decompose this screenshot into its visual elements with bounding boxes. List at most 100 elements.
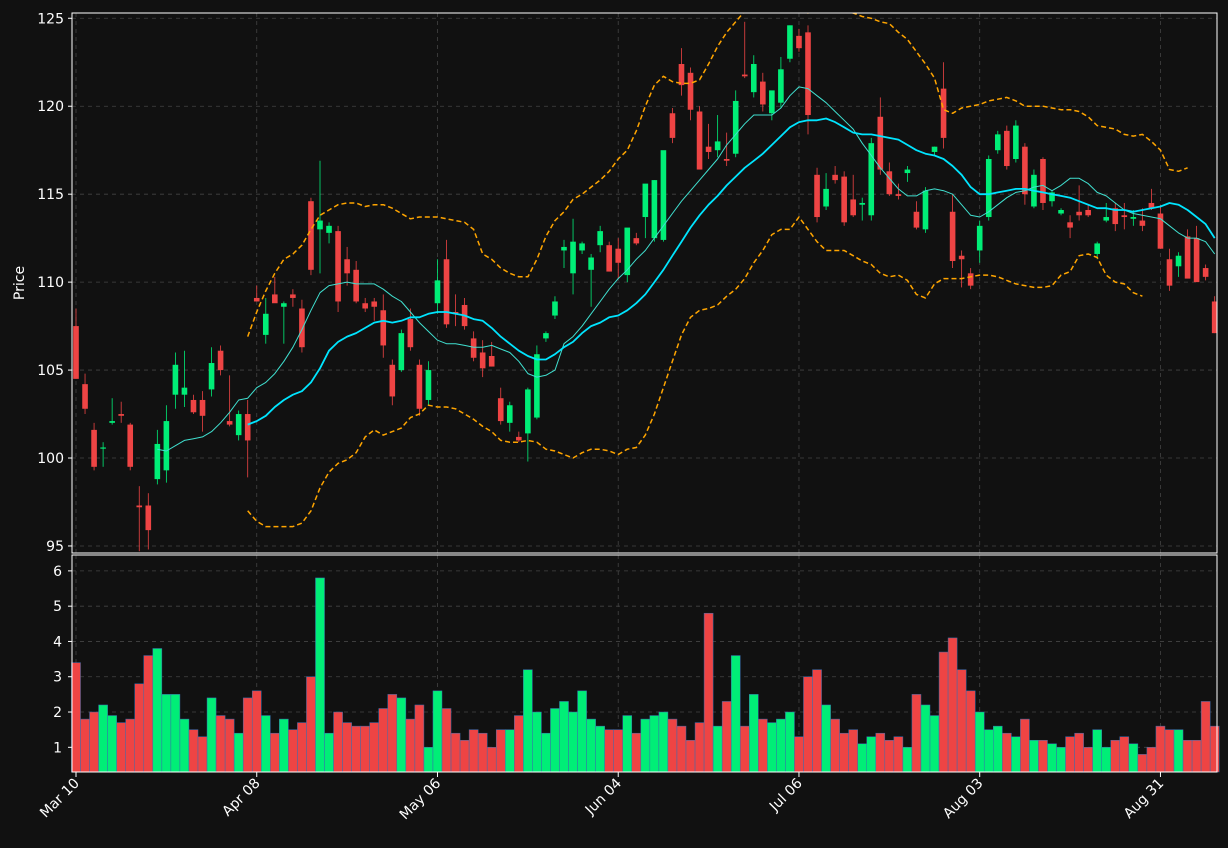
candle-body <box>570 241 576 274</box>
candle-body <box>118 414 124 416</box>
candle-body <box>308 201 314 270</box>
candle-body <box>543 333 549 339</box>
price-tick-label: 95 <box>46 539 64 555</box>
candle-body <box>606 245 612 272</box>
volume-bar <box>450 732 461 773</box>
volume-bar <box>351 725 361 773</box>
volume-tick-label: 4 <box>53 634 62 650</box>
candle-body <box>398 333 405 371</box>
volume-bar <box>884 739 895 773</box>
candle-body <box>579 243 585 251</box>
candle-body <box>479 352 486 369</box>
volume-bar <box>839 732 849 773</box>
volume-tick-label: 2 <box>53 705 62 721</box>
candle-body <box>299 308 305 348</box>
volume-bar <box>821 704 831 773</box>
candle-body <box>913 211 920 228</box>
candle-body <box>136 505 143 508</box>
volume-bar <box>486 747 497 773</box>
volume-bar <box>369 722 379 773</box>
candle-body <box>82 384 88 409</box>
volume-bar <box>514 715 524 773</box>
volume-bar <box>1002 732 1012 773</box>
candle-body <box>1058 210 1064 214</box>
candle-body <box>172 364 179 395</box>
candle-body <box>1004 130 1010 167</box>
volume-panel: 123456Volume106 <box>53 554 1220 773</box>
price-frame <box>71 12 1218 554</box>
volume-bar <box>812 669 822 773</box>
candle-body <box>371 301 378 307</box>
price-tick-label: 100 <box>37 451 64 467</box>
candle-body <box>208 363 215 390</box>
volume-bar <box>1137 754 1148 773</box>
volume-bar <box>270 732 280 773</box>
volume-bar <box>324 732 334 773</box>
volume-bar <box>1128 743 1139 773</box>
candle-body <box>389 364 396 397</box>
candle-body <box>380 310 387 346</box>
candle-body <box>290 294 296 298</box>
volume-bar <box>568 711 578 773</box>
candle-body <box>163 421 170 471</box>
volume-bar <box>1038 739 1048 773</box>
volume-bar <box>179 718 190 773</box>
candle-body <box>552 301 558 316</box>
candle-body <box>741 74 748 77</box>
volume-bar <box>703 612 714 773</box>
candle-body <box>1175 255 1182 267</box>
volume-bar <box>965 690 976 773</box>
volume-bar <box>694 722 705 773</box>
candle-body <box>669 113 676 138</box>
volume-bar <box>306 676 316 773</box>
moving-average-fast-line <box>157 86 1216 452</box>
candle-body <box>1166 259 1173 286</box>
volume-bar <box>721 701 732 773</box>
candle-body <box>723 158 730 161</box>
candle-body <box>109 421 115 423</box>
volume-bar <box>107 715 117 773</box>
candle-body <box>317 220 323 230</box>
candle-body <box>1130 217 1137 219</box>
candle-body <box>272 294 278 304</box>
volume-bar <box>360 725 370 773</box>
candle-body <box>760 81 766 105</box>
volume-bar <box>1083 747 1093 773</box>
candle-body <box>1211 301 1218 334</box>
volume-bar <box>667 718 678 773</box>
candle-body <box>832 174 838 181</box>
volume-bar <box>80 718 90 773</box>
candle-body <box>525 389 531 434</box>
candle-body <box>940 88 947 138</box>
candle-body <box>226 421 233 425</box>
volume-bar <box>197 736 208 773</box>
volume-bar <box>911 694 922 773</box>
candle-body <box>949 211 956 262</box>
volume-frame <box>71 554 1218 773</box>
candle-body <box>696 111 703 170</box>
volume-tick-label: 6 <box>53 564 62 580</box>
candle-body <box>1157 213 1164 249</box>
volume-bar <box>622 715 633 773</box>
volume-bar <box>993 725 1003 773</box>
candle-body <box>750 64 757 93</box>
volume-bar <box>649 715 660 773</box>
volume-bar <box>477 732 488 773</box>
candle-body <box>796 35 802 49</box>
volume-bar <box>116 722 126 773</box>
candle-body <box>1040 158 1046 203</box>
candle-body <box>624 227 631 276</box>
volume-bar <box>1209 725 1220 773</box>
volume-bar <box>378 708 389 773</box>
volume-bar <box>242 697 253 773</box>
volume-bar <box>983 729 994 773</box>
candle-body <box>597 231 603 246</box>
volume-bar <box>441 708 452 773</box>
volume-bar <box>541 732 551 773</box>
volume-bar <box>676 725 687 773</box>
candle-body <box>642 183 649 218</box>
volume-bar <box>532 711 542 773</box>
candle-body <box>886 171 893 195</box>
candle-body <box>145 505 152 531</box>
